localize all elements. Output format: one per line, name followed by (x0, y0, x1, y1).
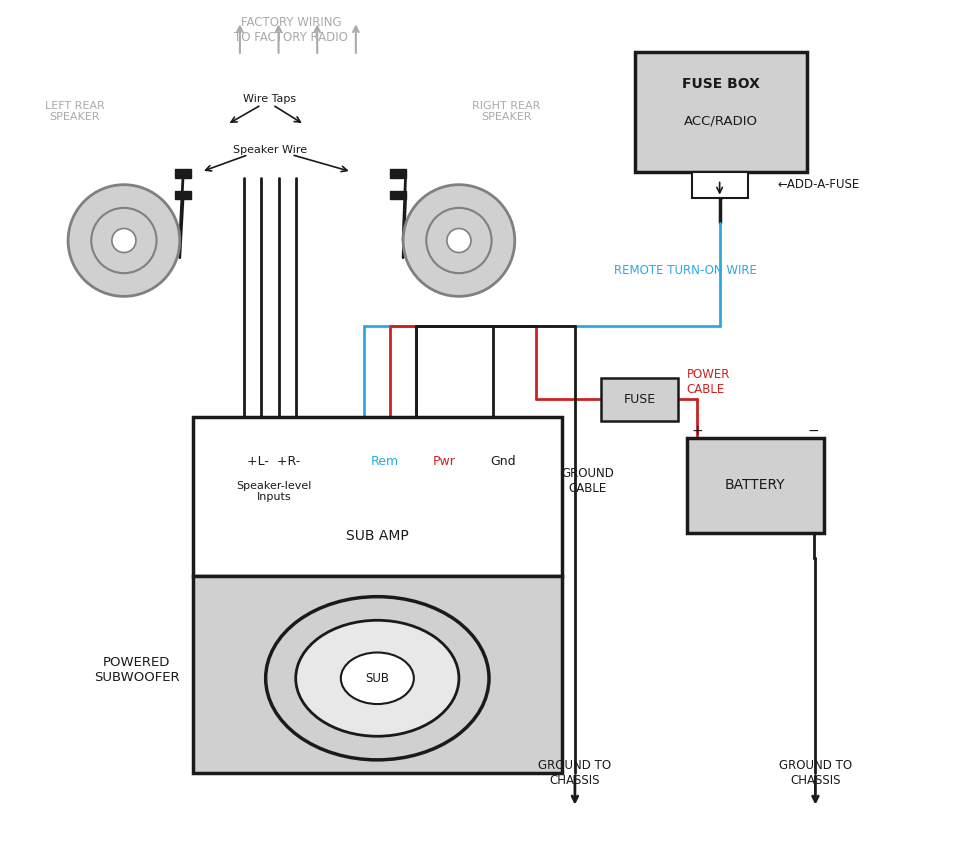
Ellipse shape (295, 620, 458, 736)
Text: LEFT REAR
SPEAKER: LEFT REAR SPEAKER (45, 101, 105, 123)
Text: SUB: SUB (365, 672, 389, 685)
Text: REMOTE TURN-ON WIRE: REMOTE TURN-ON WIRE (613, 264, 755, 277)
Text: +L-  +R-: +L- +R- (247, 454, 300, 467)
Text: FACTORY WIRING
TO FACTORY RADIO: FACTORY WIRING TO FACTORY RADIO (234, 16, 348, 44)
Text: RIGHT REAR
SPEAKER: RIGHT REAR SPEAKER (472, 101, 540, 123)
Text: POWER
CABLE: POWER CABLE (686, 369, 729, 396)
Circle shape (426, 208, 491, 273)
Text: FUSE: FUSE (622, 393, 655, 406)
Circle shape (68, 185, 180, 296)
Circle shape (446, 228, 471, 253)
Text: GROUND TO
CHASSIS: GROUND TO CHASSIS (537, 759, 611, 787)
Bar (634, 52, 806, 172)
Bar (192, 576, 562, 773)
Bar (390, 169, 405, 178)
Text: FUSE BOX: FUSE BOX (681, 77, 759, 91)
Circle shape (91, 208, 156, 273)
Text: ACC/RADIO: ACC/RADIO (683, 115, 757, 128)
Text: Speaker Wire: Speaker Wire (233, 145, 307, 155)
Text: GROUND
CABLE: GROUND CABLE (561, 467, 614, 495)
Ellipse shape (266, 597, 488, 760)
Text: Rem: Rem (370, 454, 399, 467)
Circle shape (403, 185, 514, 296)
Ellipse shape (340, 653, 413, 704)
Text: Gnd: Gnd (489, 454, 515, 467)
Text: Wire Taps: Wire Taps (243, 94, 296, 104)
Text: GROUND TO
CHASSIS: GROUND TO CHASSIS (778, 759, 851, 787)
Text: BATTERY: BATTERY (724, 478, 785, 492)
Bar (175, 191, 191, 199)
Text: POWERED
SUBWOOFER: POWERED SUBWOOFER (94, 656, 180, 684)
Bar (390, 191, 405, 199)
Circle shape (111, 228, 136, 253)
Text: SUB AMP: SUB AMP (346, 529, 408, 543)
Bar (600, 378, 677, 421)
Text: Speaker-level
Inputs: Speaker-level Inputs (236, 480, 312, 503)
Text: ←ADD-A-FUSE: ←ADD-A-FUSE (777, 178, 859, 192)
Bar (691, 172, 746, 198)
Text: +: + (691, 424, 701, 438)
Bar (192, 417, 562, 576)
Text: −: − (807, 424, 819, 438)
Bar (686, 438, 824, 533)
Bar (175, 169, 191, 178)
Text: Pwr: Pwr (432, 454, 454, 467)
